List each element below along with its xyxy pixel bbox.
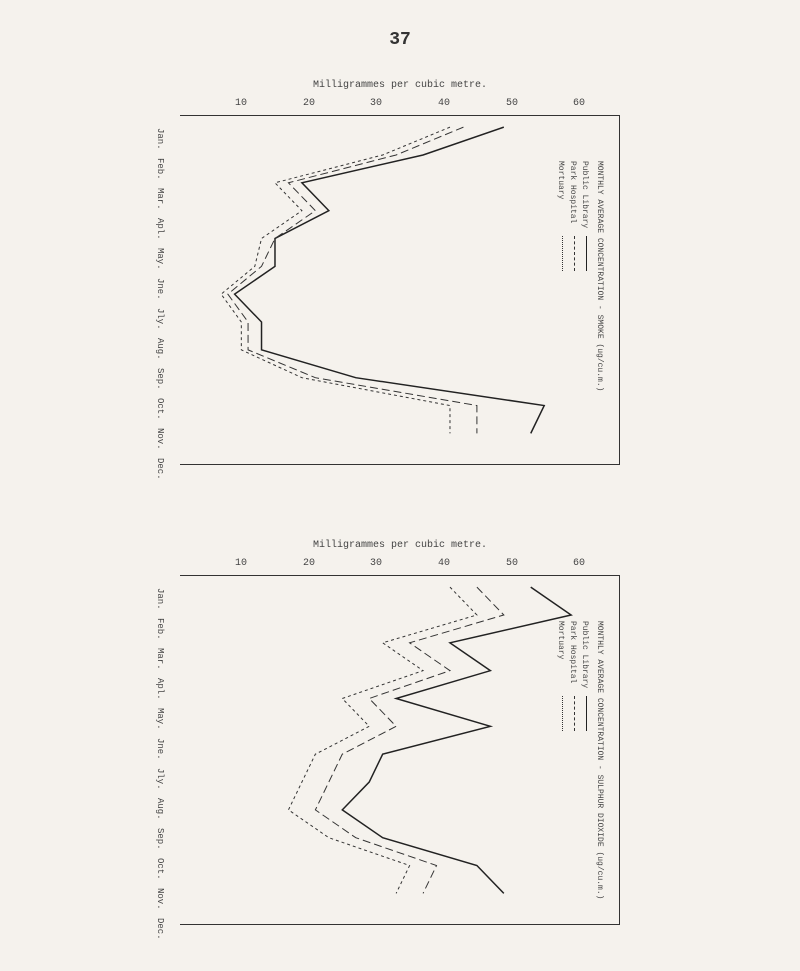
legend-line-dashed	[574, 236, 575, 271]
y-tick: May.	[155, 708, 165, 730]
y-tick: Feb.	[155, 618, 165, 640]
legend-item: Park Hospital	[568, 621, 577, 683]
legend-title: MONTHLY AVERAGE CONCENTRATION - SMOKE (u…	[595, 161, 604, 391]
x-tick: 50	[506, 558, 518, 569]
y-tick: Oct.	[155, 858, 165, 880]
y-tick: Nov.	[155, 888, 165, 910]
y-tick: Dec.	[155, 918, 165, 940]
y-tick: Dec.	[155, 458, 165, 480]
chart1-plot: MONTHLY AVERAGE CONCENTRATION - SMOKE (u…	[180, 115, 620, 465]
y-tick: Apl.	[155, 678, 165, 700]
chart2-title: Milligrammes per cubic metre.	[313, 540, 487, 551]
y-tick: Feb.	[155, 158, 165, 180]
x-tick: 20	[303, 558, 315, 569]
legend-line-dashed	[574, 696, 575, 731]
chart2-legend: MONTHLY AVERAGE CONCENTRATION - SULPHUR …	[489, 621, 609, 741]
y-tick: Aug.	[155, 798, 165, 820]
x-tick: 10	[235, 558, 247, 569]
y-tick: Sep.	[155, 368, 165, 390]
y-tick: Mar.	[155, 188, 165, 210]
y-tick: Nov.	[155, 428, 165, 450]
chart2-y-axis: Jan. Feb. Mar. Apl. May. Jne. Jly. Aug. …	[150, 575, 178, 925]
chart1-y-axis: Jan. Feb. Mar. Apl. May. Jne. Jly. Aug. …	[150, 115, 178, 465]
so2-chart: Milligrammes per cubic metre. 10 20 30 4…	[150, 540, 650, 940]
x-tick: 40	[438, 558, 450, 569]
y-tick: Jan.	[155, 128, 165, 150]
x-tick: 40	[438, 98, 450, 109]
y-tick: May.	[155, 248, 165, 270]
chart2-plot: MONTHLY AVERAGE CONCENTRATION - SULPHUR …	[180, 575, 620, 925]
legend-item: Mortuary	[556, 161, 565, 199]
y-tick: Jly.	[155, 308, 165, 330]
smoke-chart: Milligrammes per cubic metre. 10 20 30 4…	[150, 80, 650, 480]
y-tick: Jne.	[155, 278, 165, 300]
legend-item: Mortuary	[556, 621, 565, 659]
legend-item: Public Library	[580, 621, 589, 688]
legend-line-dotted	[562, 236, 563, 271]
x-tick: 30	[370, 98, 382, 109]
legend-item: Park Hospital	[568, 161, 577, 223]
y-tick: Jne.	[155, 738, 165, 760]
y-tick: Jly.	[155, 768, 165, 790]
x-tick: 60	[573, 558, 585, 569]
y-tick: Jan.	[155, 588, 165, 610]
legend-line-solid	[586, 696, 587, 731]
legend-line-solid	[586, 236, 587, 271]
y-tick: Sep.	[155, 828, 165, 850]
x-tick: 20	[303, 98, 315, 109]
x-tick: 30	[370, 558, 382, 569]
chart1-x-axis: 10 20 30 40 50 60	[180, 98, 620, 113]
legend-item: Public Library	[580, 161, 589, 228]
legend-line-dotted	[562, 696, 563, 731]
y-tick: Apl.	[155, 218, 165, 240]
y-tick: Oct.	[155, 398, 165, 420]
x-tick: 10	[235, 98, 247, 109]
y-tick: Aug.	[155, 338, 165, 360]
x-tick: 50	[506, 98, 518, 109]
chart1-legend: MONTHLY AVERAGE CONCENTRATION - SMOKE (u…	[489, 161, 609, 281]
y-tick: Mar.	[155, 648, 165, 670]
x-tick: 60	[573, 98, 585, 109]
chart1-title: Milligrammes per cubic metre.	[313, 80, 487, 91]
legend-title: MONTHLY AVERAGE CONCENTRATION - SULPHUR …	[595, 621, 604, 899]
chart2-x-axis: 10 20 30 40 50 60	[180, 558, 620, 573]
page-number: 37	[389, 30, 411, 50]
